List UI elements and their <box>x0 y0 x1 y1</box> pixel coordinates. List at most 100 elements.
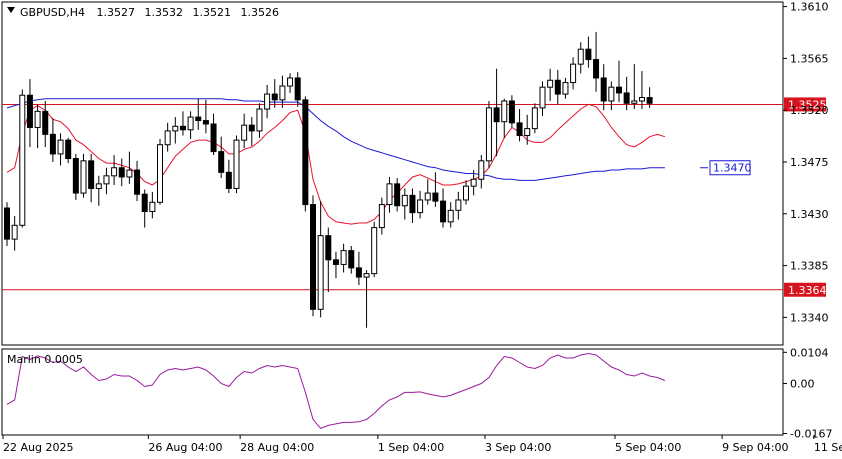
candle-body <box>424 192 431 201</box>
candle-body <box>524 128 531 137</box>
candle <box>447 202 454 228</box>
candle-body <box>440 200 447 223</box>
candle <box>378 197 385 235</box>
candle-body <box>149 201 156 212</box>
price-tick-label: 1.3385 <box>790 260 829 273</box>
marlin-indicator <box>6 352 666 429</box>
marlin-line <box>6 352 666 429</box>
indicator-axis: 0.0104 0.00 -0.0167 <box>783 346 832 441</box>
price-tick-label: 1.3610 <box>790 1 829 14</box>
candle <box>233 135 240 194</box>
candle-body <box>19 94 26 226</box>
candle-body <box>386 183 393 206</box>
ma-tag-box <box>709 160 751 176</box>
level-tag-0 <box>784 97 826 112</box>
candle <box>202 99 209 134</box>
candle-body <box>118 167 125 178</box>
candle-body <box>585 48 592 61</box>
candle-body <box>141 193 148 212</box>
candle-body <box>256 108 263 132</box>
candle <box>493 68 500 157</box>
candle-body <box>172 125 179 132</box>
time-tick-label: 5 Sep 04:00 <box>615 441 681 454</box>
time-tick-label: 28 Aug 04:00 <box>240 441 314 454</box>
candle-body <box>539 86 546 109</box>
candle-body <box>554 79 561 95</box>
candle <box>508 95 515 128</box>
candle <box>111 155 118 186</box>
candle-body <box>348 250 355 269</box>
candle-body <box>623 92 630 104</box>
candle <box>409 188 416 223</box>
candle <box>501 98 508 138</box>
candle <box>225 159 232 194</box>
candle-body <box>187 116 194 131</box>
candle-body <box>570 63 577 84</box>
candle-body <box>80 160 87 194</box>
candle <box>524 114 531 145</box>
candle <box>210 113 217 156</box>
candle-body <box>126 169 133 178</box>
candle <box>172 117 179 144</box>
time-axis: 22 Aug 2025 26 Aug 04:00 28 Aug 04:00 1 Sep… <box>2 435 842 454</box>
candle <box>570 57 577 90</box>
candle-body <box>95 183 102 189</box>
candle-body <box>225 171 232 189</box>
dropdown-triangle-icon[interactable] <box>7 7 15 13</box>
candle-body <box>600 77 607 102</box>
candle <box>616 60 622 103</box>
candle-body <box>302 99 309 206</box>
candle-body <box>608 86 615 102</box>
price-tick-label: 1.3475 <box>790 156 829 169</box>
time-tick-label: 26 Aug 04:00 <box>148 441 222 454</box>
ma-fast-line <box>6 103 666 225</box>
candle-body <box>478 160 485 180</box>
candle <box>141 189 148 228</box>
ma-slow-line <box>6 98 665 181</box>
candle-body <box>332 259 339 265</box>
candle-body <box>547 79 554 88</box>
candle-body <box>111 167 118 177</box>
candle-body <box>233 139 240 189</box>
indicator-tick-label: 0.0104 <box>790 346 829 359</box>
candle <box>19 89 26 228</box>
candle-body <box>42 110 49 135</box>
candle <box>631 64 638 110</box>
candle <box>608 81 615 111</box>
candle-body <box>202 120 209 125</box>
candle-body <box>26 94 33 128</box>
candle <box>157 138 163 205</box>
candle <box>531 103 538 134</box>
price-tick-label: 1.3565 <box>790 52 829 65</box>
candle <box>585 36 592 68</box>
indicator-pane[interactable] <box>1 348 784 436</box>
time-tick-label: 1 Sep 04:00 <box>378 441 444 454</box>
candle-body <box>432 192 439 202</box>
candle <box>294 72 301 107</box>
level-label-1: 1.3364 <box>788 284 827 297</box>
candle-body <box>378 204 385 229</box>
candle-body <box>371 227 378 275</box>
candle-body <box>34 110 41 128</box>
candle-body <box>103 175 110 185</box>
candle <box>118 158 125 187</box>
candle-body <box>287 77 294 87</box>
price-axis: 1.3610 1.3565 1.3520 1.3475 1.3430 1.3385 1.33… <box>783 1 829 324</box>
candle-body <box>417 199 424 214</box>
close-value: 1.3526 <box>240 6 279 19</box>
time-tick-label: 9 Sep 04:00 <box>722 441 788 454</box>
candle <box>302 96 309 212</box>
high-value: 1.3532 <box>144 6 183 19</box>
candle <box>547 68 554 101</box>
candle-body <box>363 273 370 278</box>
candle-body <box>271 93 278 101</box>
candle <box>455 191 462 220</box>
candle <box>638 71 645 110</box>
candle-body <box>501 100 508 123</box>
candle <box>623 76 630 111</box>
candle <box>340 243 347 273</box>
candle-body <box>195 116 202 122</box>
candle-body <box>241 124 248 141</box>
candle <box>363 270 370 328</box>
